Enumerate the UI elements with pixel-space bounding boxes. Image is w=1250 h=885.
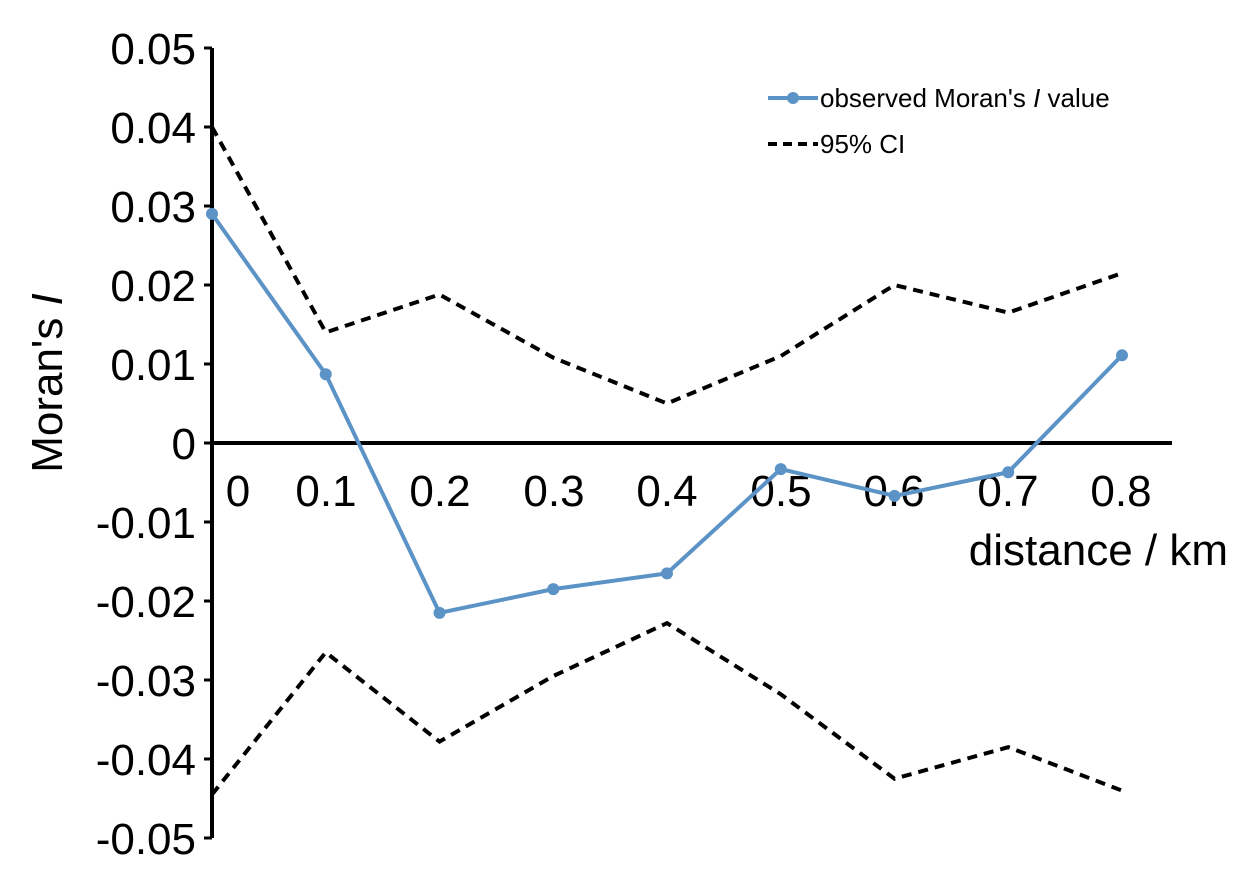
observed-point	[547, 583, 560, 596]
observed-point	[319, 368, 332, 381]
observed-point	[206, 207, 218, 220]
ci-lines	[210, 126, 1123, 796]
y-axis-ticks: 0.05 0.04 0.03 0.02 0.01 0 -0.01 -0.02 -0.03 -0.0…	[96, 25, 212, 864]
observed-point	[661, 567, 673, 580]
observed-point	[774, 463, 787, 476]
legend: observed Moran's I value 95% CI	[768, 83, 1110, 159]
observed-series	[206, 207, 1128, 619]
x-tick-label: 0.1	[295, 467, 356, 516]
y-tick-label: 0.05	[110, 25, 196, 74]
x-tick-label: 0.3	[523, 467, 584, 516]
ci-upper-line	[210, 126, 1123, 406]
y-tick-label: -0.03	[96, 657, 196, 706]
y-tick-label: -0.02	[96, 578, 196, 627]
y-tick-label: 0	[172, 420, 196, 469]
observed-point	[433, 606, 446, 619]
y-tick-label: -0.05	[96, 815, 196, 864]
x-tick-label: 0.2	[409, 467, 470, 516]
observed-point	[888, 489, 901, 502]
observed-point	[1116, 349, 1128, 362]
legend-observed-marker	[787, 92, 799, 104]
ci-lower-line	[210, 620, 1123, 796]
y-tick-label: -0.04	[96, 736, 196, 785]
y-tick-label: 0.04	[110, 104, 196, 153]
observed-point	[1002, 466, 1015, 479]
x-axis-label: distance / km	[969, 526, 1228, 575]
legend-ci-label: 95% CI	[820, 129, 905, 159]
legend-observed-label: observed Moran's I value	[820, 83, 1110, 113]
y-tick-label: -0.01	[96, 499, 196, 548]
y-tick-label: 0.02	[110, 262, 196, 311]
y-tick-label: 0.03	[110, 183, 196, 232]
y-axis-label: Moran's I	[23, 293, 72, 473]
x-tick-label: 0.8	[1090, 467, 1151, 516]
x-tick-label: 0.4	[636, 467, 697, 516]
x-tick-label: 0	[226, 467, 250, 516]
y-tick-label: 0.01	[110, 341, 196, 390]
